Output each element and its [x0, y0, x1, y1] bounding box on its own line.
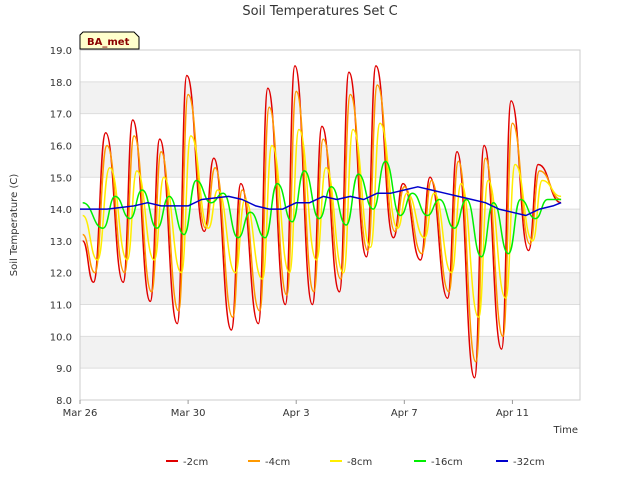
- series-line-minus-16cm: [82, 160, 562, 258]
- series-line-minus-4cm: [81, 84, 562, 363]
- y-axis-label: Soil Temperature (C): [9, 174, 20, 277]
- chart-title: Soil Temperatures Set C: [242, 4, 397, 19]
- legend-label: -4cm: [265, 457, 290, 468]
- y-tick-label: 10.0: [50, 332, 72, 343]
- y-tick-label: 11.0: [50, 301, 72, 312]
- y-tick-label: 15.0: [50, 173, 72, 184]
- legend-label: -16cm: [431, 457, 463, 468]
- series-line-minus-32cm: [80, 186, 562, 217]
- plot-frame: [79, 49, 581, 401]
- series-line-minus-2cm: [81, 65, 562, 379]
- grid-band: [80, 336, 580, 369]
- site-badge: BA_met: [79, 31, 140, 50]
- x-tick-label: Apr 3: [283, 408, 310, 419]
- x-tick-label: Mar 26: [63, 408, 98, 419]
- legend-label: -32cm: [513, 457, 545, 468]
- y-tick-label: 16.0: [50, 141, 72, 152]
- y-axis-ticks: 8.0 9.0 10.0 11.0 12.0 13.0 14.0 15.0 16.0 17.0 18…: [50, 46, 72, 407]
- y-tick-label: 9.0: [56, 364, 72, 375]
- y-tick-label: 19.0: [50, 46, 72, 57]
- site-badge-label: BA_met: [87, 37, 130, 48]
- x-tick-label: Apr 11: [496, 408, 529, 419]
- series-layer: [80, 65, 562, 379]
- y-tick-label: 18.0: [50, 78, 72, 89]
- legend: -2cm -4cm -8cm -16cm -32cm: [166, 457, 545, 468]
- site-badge-box: [79, 31, 140, 50]
- x-tick-label: Mar 30: [171, 408, 206, 419]
- legend-label: -8cm: [347, 457, 372, 468]
- y-tick-label: 17.0: [50, 110, 72, 121]
- grid-band: [80, 81, 580, 114]
- series-line-minus-8cm: [81, 122, 562, 319]
- x-axis-label: Time: [553, 425, 578, 436]
- y-tick-label: 14.0: [50, 205, 72, 216]
- y-tick-label: 12.0: [50, 269, 72, 280]
- y-tick-label: 8.0: [56, 396, 72, 407]
- legend-label: -2cm: [183, 457, 208, 468]
- y-tick-label: 13.0: [50, 237, 72, 248]
- x-tick-label: Apr 7: [391, 408, 418, 419]
- x-axis-ticks: Mar 26 Mar 30 Apr 3 Apr 7 Apr 11: [63, 400, 529, 419]
